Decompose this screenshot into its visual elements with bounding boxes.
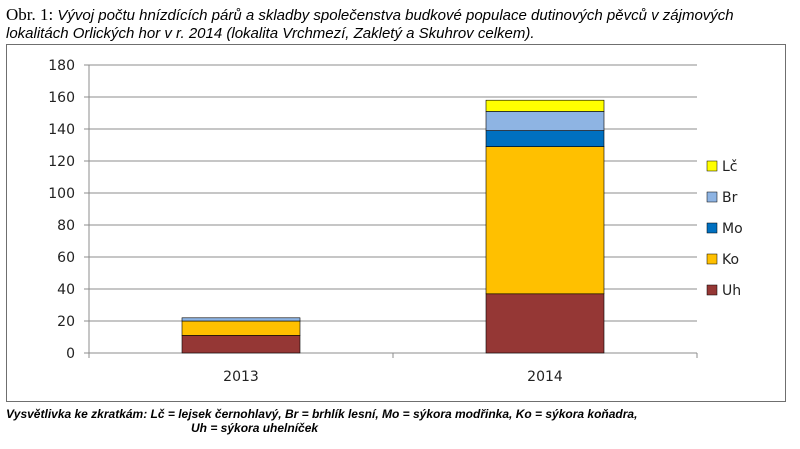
bar-segment-Uh-2014	[485, 293, 605, 354]
legend-label-Ko: Ko	[722, 252, 739, 268]
y-tick-label: 140	[48, 122, 75, 138]
y-tick-label: 100	[48, 186, 75, 202]
x-tick-label: 2013	[223, 369, 259, 385]
y-tick-label: 60	[57, 250, 75, 266]
abbreviation-note-line-2: Uh = sýkora uhelníček	[191, 421, 319, 435]
bar-segment-Lč-2014	[485, 99, 605, 112]
figure-caption-text: Vývoj počtu hnízdících párů a skladby sp…	[6, 7, 734, 42]
chart-frame: 0 20 40 60 80 100 120 140 160 180 2013 2014 Lč Br Mo Ko…	[6, 44, 786, 402]
bar-segment-Ko-2013	[181, 320, 301, 336]
abbreviation-note-line-1: Vysvětlivka ke zkratkám: Lč = lejsek čer…	[6, 407, 638, 421]
bar-segment-Br-2014	[485, 111, 605, 131]
legend-swatch-Uh	[706, 284, 718, 296]
bar-segment-Uh-2013	[181, 335, 301, 354]
legend-label-Uh: Uh	[722, 283, 741, 299]
legend-swatch-Lč	[706, 160, 718, 172]
bar-segment-Br-2013	[181, 317, 301, 322]
stacked-bar-chart: 0 20 40 60 80 100 120 140 160 180 2013 2014 Lč Br Mo Ko…	[48, 58, 743, 385]
abbreviation-note: Vysvětlivka ke zkratkám: Lč = lejsek čer…	[6, 407, 796, 435]
y-tick-label: 0	[66, 346, 75, 362]
legend-label-Lč: Lč	[722, 159, 738, 175]
legend-swatch-Br	[706, 191, 718, 203]
y-tick-label: 80	[57, 218, 75, 234]
bar-segment-Mo-2014	[485, 130, 605, 147]
y-tick-label: 180	[48, 58, 75, 74]
y-tick-label: 20	[57, 314, 75, 330]
legend-swatch-Ko	[706, 253, 718, 265]
figure-caption-label: Obr. 1:	[6, 5, 54, 24]
legend-label-Br: Br	[722, 190, 738, 206]
bar-segment-Ko-2014	[485, 146, 605, 295]
x-tick-label: 2014	[527, 369, 563, 385]
y-tick-label: 40	[57, 282, 75, 298]
figure-caption: Obr. 1: Vývoj počtu hnízdících párů a sk…	[6, 6, 796, 43]
y-tick-label: 120	[48, 154, 75, 170]
y-tick-label: 160	[48, 90, 75, 106]
legend-swatch-Mo	[706, 222, 718, 234]
legend-label-Mo: Mo	[722, 221, 743, 237]
